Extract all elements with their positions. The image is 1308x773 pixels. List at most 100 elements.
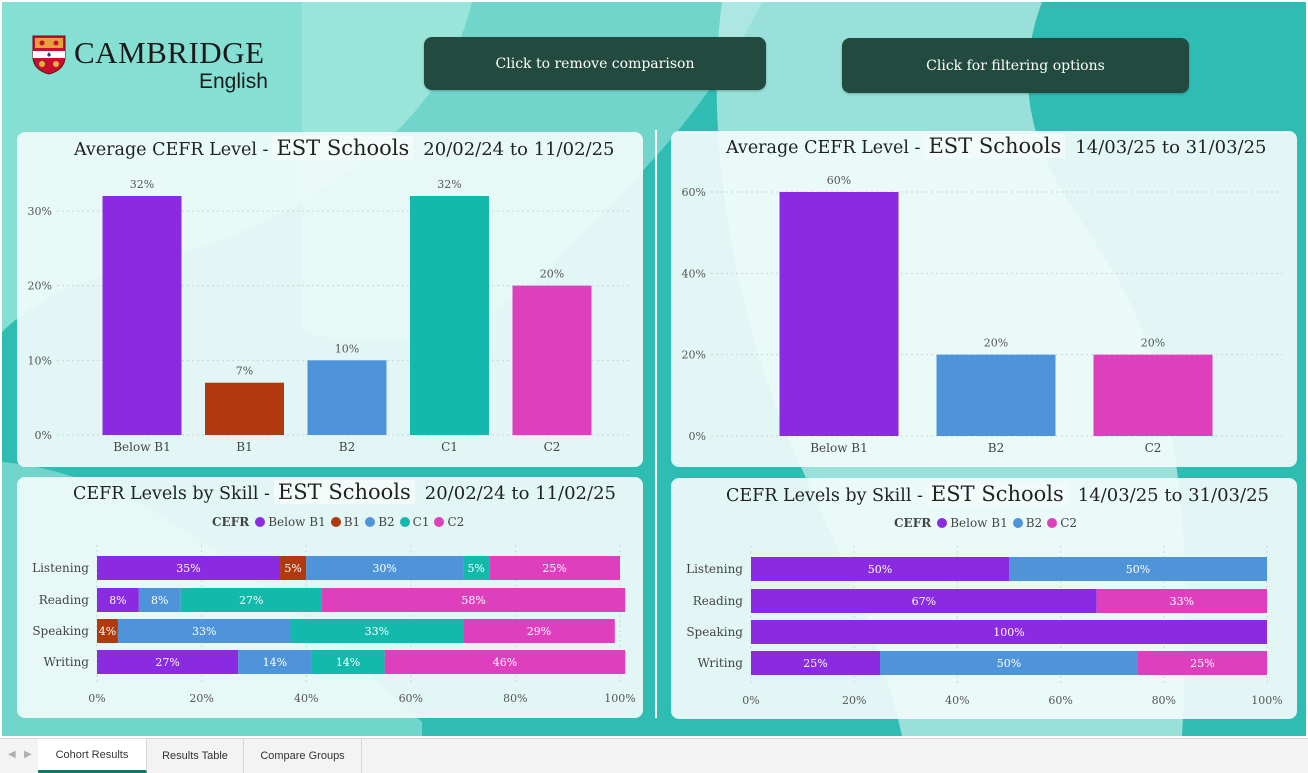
y-tick-label: 0% xyxy=(35,429,52,442)
y-tick-label: 0% xyxy=(689,430,706,443)
date-range: 14/03/25 to 31/03/25 xyxy=(1077,485,1269,506)
group-name: EST Schools xyxy=(272,136,414,160)
x-tick-label: 40% xyxy=(294,692,318,705)
x-tick-label: B2 xyxy=(988,441,1004,455)
y-tick-label: 10% xyxy=(28,354,52,367)
bar-below-b1 xyxy=(779,192,899,436)
stacked-bar-chart: 0% 20% 40% 60% 80% 100% Listening 35% 5% 30% 5% 25%… xyxy=(32,545,636,705)
bar-segment-below-b1 xyxy=(751,589,1097,613)
legend-label: C2 xyxy=(447,515,465,529)
filter-options-button[interactable]: Click for filtering options xyxy=(842,38,1189,93)
data-label: 7% xyxy=(236,365,253,378)
data-label: 5% xyxy=(467,562,484,575)
bar-segment-b2 xyxy=(306,556,464,580)
x-tick-label: Below B1 xyxy=(810,441,868,455)
data-label: 29% xyxy=(527,625,551,638)
skills-panel-left: CEFR Levels by Skill - EST Schools 20/02… xyxy=(17,477,643,718)
vertical-divider xyxy=(655,130,657,718)
data-label: 4% xyxy=(99,625,116,638)
tab-results-table[interactable]: Results Table xyxy=(147,739,244,773)
remove-comparison-button[interactable]: Click to remove comparison xyxy=(424,37,766,90)
bar-b2 xyxy=(936,354,1056,436)
x-tick-label: 20% xyxy=(842,694,866,707)
data-label: 60% xyxy=(827,174,851,187)
x-tick-label: 80% xyxy=(503,692,527,705)
bar-segment-b2 xyxy=(880,651,1138,675)
x-tick-label: B1 xyxy=(236,440,252,454)
chart-legend: CEFR Below B1 B1 B2 C1 C2 xyxy=(212,515,469,529)
bar-c2 xyxy=(1093,354,1213,436)
data-label: 27% xyxy=(239,594,263,607)
bar-segment-below-b1 xyxy=(97,650,239,674)
data-label: 25% xyxy=(803,657,827,670)
data-label: 14% xyxy=(263,656,287,669)
bar-chart: 0% 10% 20% 30% 32% Below B1 7% B1 10% B2 32% C1 20% C… xyxy=(28,178,632,454)
legend-item-c2[interactable]: C2 xyxy=(434,515,464,529)
y-tick-label: Speaking xyxy=(32,624,89,638)
tab-cohort-results[interactable]: Cohort Results xyxy=(38,739,147,773)
data-label: 10% xyxy=(335,342,359,355)
bar-segment-c2 xyxy=(1138,651,1267,675)
y-tick-label: 40% xyxy=(682,267,706,280)
logo-wordmark: CAMBRIDGE xyxy=(74,35,265,70)
logo-subtitle: English xyxy=(199,70,268,93)
panel-title-text: CEFR Levels by Skill - xyxy=(726,486,923,506)
bar-segment-below-b1 xyxy=(97,588,139,612)
bar-segment-c2 xyxy=(463,619,615,643)
next-page-icon[interactable]: ▶ xyxy=(24,749,32,760)
data-label: 50% xyxy=(1126,563,1150,576)
y-tick-label: Reading xyxy=(693,594,744,608)
bar-segment-c1 xyxy=(290,619,464,643)
legend-dot-icon xyxy=(330,517,341,527)
group-name: EST Schools xyxy=(926,482,1068,506)
data-label: 33% xyxy=(192,625,216,638)
bar-segment-c2 xyxy=(321,588,626,612)
date-range: 20/02/24 to 11/02/25 xyxy=(423,139,615,160)
x-tick-label: 40% xyxy=(945,694,969,707)
legend-label: B1 xyxy=(343,515,361,529)
legend-item-b1[interactable]: B1 xyxy=(330,515,361,529)
x-tick-label: C2 xyxy=(1145,441,1162,455)
legend-item-below-b1[interactable]: Below B1 xyxy=(255,515,326,529)
x-tick-label: B2 xyxy=(339,440,355,454)
legend-item-c2[interactable]: C2 xyxy=(1047,516,1077,530)
legend-label: C2 xyxy=(1060,516,1078,530)
legend-item-c1[interactable]: C1 xyxy=(399,515,429,529)
legend-dot-icon xyxy=(1012,518,1023,528)
legend-label: B2 xyxy=(378,515,395,529)
bar-segment-b2 xyxy=(138,588,181,612)
tab-compare-groups[interactable]: Compare Groups xyxy=(244,739,362,773)
data-label: 30% xyxy=(372,562,396,575)
bar-segment-b2 xyxy=(238,650,312,674)
legend-dot-icon xyxy=(937,518,948,528)
x-tick-label: 100% xyxy=(1251,694,1282,707)
legend-dot-icon xyxy=(399,517,410,527)
bar-below-b1 xyxy=(102,196,182,435)
data-label: 20% xyxy=(1141,337,1165,350)
data-label: 46% xyxy=(493,656,517,669)
legend-label: B2 xyxy=(1025,516,1043,530)
legend-item-b2[interactable]: B2 xyxy=(1012,516,1043,530)
bar-segment-b1 xyxy=(280,556,307,580)
report-canvas: CAMBRIDGE English Click to remove compar… xyxy=(2,2,1306,736)
bar-chart: 0% 20% 40% 60% 60% Below B1 20% B2 20% C2 xyxy=(682,174,1286,455)
prev-page-icon[interactable]: ◀ xyxy=(8,749,16,760)
shield-icon xyxy=(32,35,66,75)
panel-title-text: Average CEFR Level - xyxy=(74,140,269,160)
y-tick-label: Listening xyxy=(32,561,89,575)
data-label: 25% xyxy=(542,562,566,575)
data-label: 33% xyxy=(1170,595,1194,608)
x-tick-label: C2 xyxy=(544,440,561,454)
legend-item-b2[interactable]: B2 xyxy=(365,515,395,529)
legend-label: Below B1 xyxy=(950,516,1008,530)
bar-segment-b2 xyxy=(117,619,291,643)
bar-segment-b2 xyxy=(1009,557,1267,581)
data-label: 32% xyxy=(437,178,461,191)
bar-segment-c1 xyxy=(463,556,490,580)
page-tab-bar: ◀ ▶ Cohort Results Results Table Compare… xyxy=(0,738,1308,773)
data-label: 58% xyxy=(461,594,485,607)
panel-title: CEFR Levels by Skill - EST Schools 20/02… xyxy=(73,480,616,504)
bar-c1 xyxy=(410,196,489,435)
legend-item-below-b1[interactable]: Below B1 xyxy=(937,516,1008,530)
bar-c2 xyxy=(512,285,592,435)
